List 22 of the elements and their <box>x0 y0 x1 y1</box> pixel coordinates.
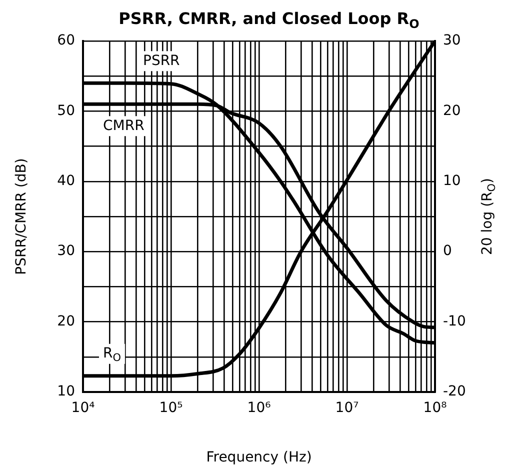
y2-tick-label: 10 <box>443 173 461 190</box>
y2-tick-label: 30 <box>443 32 461 49</box>
x-tick-label: 10⁶ <box>247 400 272 416</box>
y-tick-label: 60 <box>57 32 75 49</box>
y-tick-label: 20 <box>57 313 75 330</box>
y-axis-title: PSRR/CMRR (dB) <box>14 158 30 275</box>
y-tick-label: 40 <box>57 173 75 190</box>
x-axis-title: Frequency (Hz) <box>206 450 312 466</box>
x-tick-label: 10⁴ <box>71 400 96 416</box>
y-tick-label: 30 <box>57 243 75 260</box>
y2-tick-label: 20 <box>443 102 461 119</box>
y-tick-label: 10 <box>57 384 75 400</box>
x-tick-label: 10⁷ <box>335 400 359 416</box>
x-tick-label: 10⁸ <box>423 400 448 416</box>
x-tick-label: 10⁵ <box>159 400 183 416</box>
y-tick-label: 50 <box>57 102 75 119</box>
y2-tick-label: 0 <box>443 243 452 260</box>
series-label: PSRR <box>143 52 180 69</box>
y2-tick-label: -20 <box>443 384 466 400</box>
y2-tick-label: -10 <box>443 313 466 330</box>
y2-axis-title: 20 log (RO) <box>480 178 498 255</box>
series-label: CMRR <box>103 118 145 134</box>
